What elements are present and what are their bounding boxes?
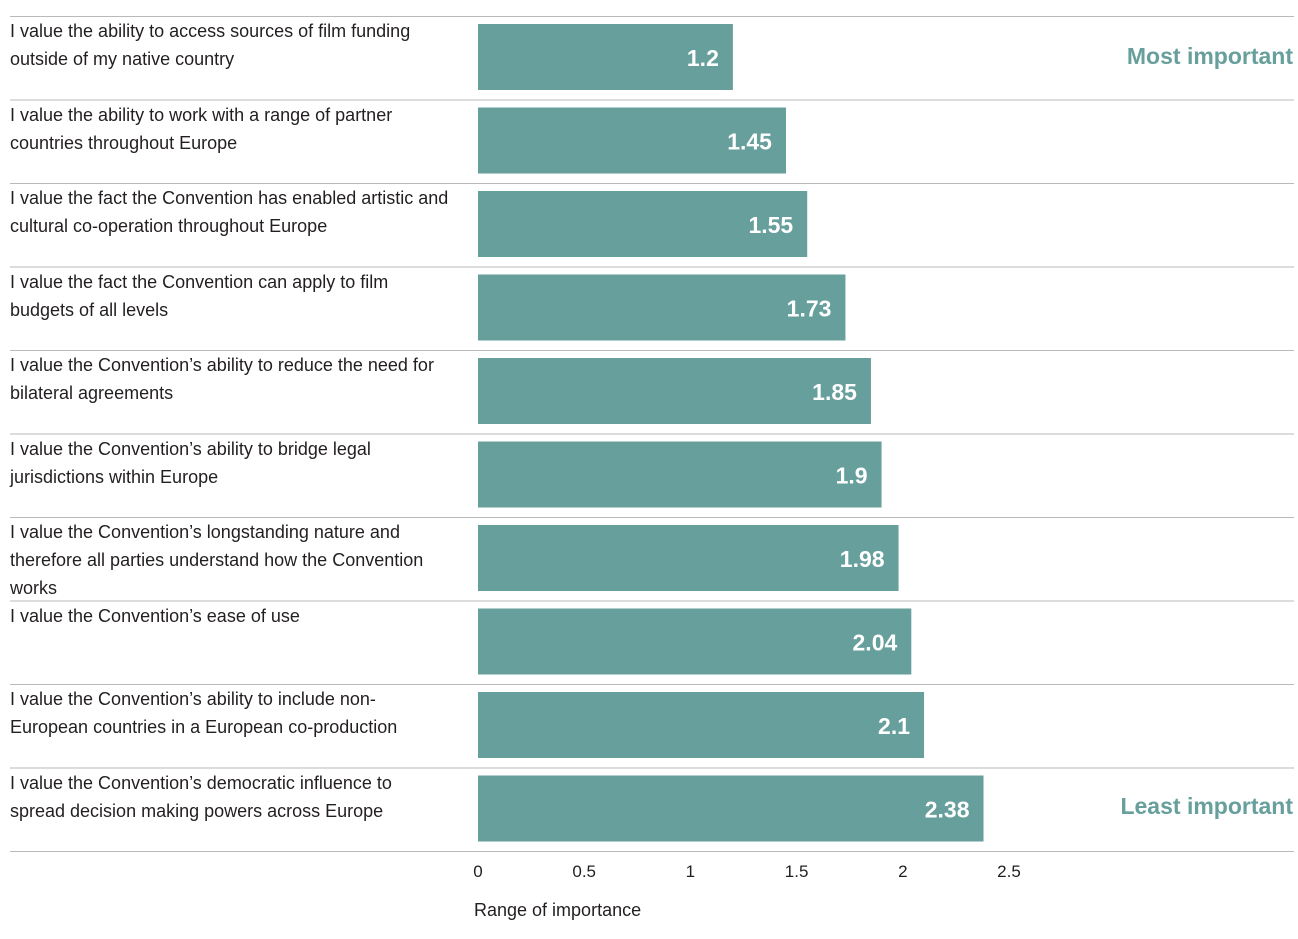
- category-label: I value the ability to access sources of…: [10, 21, 411, 69]
- bar: [478, 692, 925, 758]
- category-label: I value the Convention’s ability to incl…: [10, 689, 398, 737]
- bar-value-label: 1.2: [687, 45, 719, 71]
- most-important-annotation: Most important: [1126, 43, 1293, 69]
- least-important-annotation: Least important: [1120, 793, 1293, 819]
- bar: [478, 775, 984, 842]
- category-label: I value the Convention’s ability to brid…: [10, 438, 371, 487]
- bar: [478, 107, 786, 174]
- bar-value-label: 2.38: [925, 797, 970, 823]
- category-label: I value the Convention’s ability to redu…: [10, 355, 434, 403]
- x-tick-label: 1.5: [785, 862, 809, 881]
- bar: [478, 24, 733, 90]
- category-label: I value the Convention’s longstanding na…: [10, 522, 424, 598]
- category-label: I value the ability to work with a range…: [10, 104, 393, 153]
- bar-value-label: 2.1: [878, 713, 910, 739]
- bar: [478, 441, 882, 508]
- x-tick-label: 1: [686, 862, 695, 881]
- bar-value-label: 1.98: [840, 546, 885, 572]
- bar-value-label: 1.73: [787, 296, 832, 322]
- category-label: I value the fact the Convention has enab…: [10, 188, 449, 236]
- x-tick-label: 2: [898, 862, 907, 881]
- x-axis-title: Range of importance: [474, 900, 642, 920]
- bar: [478, 358, 871, 424]
- bar: [478, 608, 912, 675]
- x-tick-label: 0.5: [572, 862, 596, 881]
- bar-value-label: 1.55: [748, 212, 793, 238]
- x-tick-label: 0: [473, 862, 482, 881]
- bar-value-label: 2.04: [853, 630, 898, 656]
- bar: [478, 274, 846, 341]
- x-tick-label: 2.5: [997, 862, 1021, 881]
- bar: [478, 525, 899, 591]
- bar: [478, 191, 808, 257]
- category-label: I value the fact the Convention can appl…: [10, 271, 389, 320]
- bar-value-label: 1.85: [812, 379, 857, 405]
- bar-value-label: 1.9: [836, 463, 868, 489]
- bar-value-label: 1.45: [727, 129, 772, 155]
- category-label: I value the Convention’s ease of use: [10, 605, 300, 626]
- category-label: I value the Convention’s democratic infl…: [10, 772, 392, 821]
